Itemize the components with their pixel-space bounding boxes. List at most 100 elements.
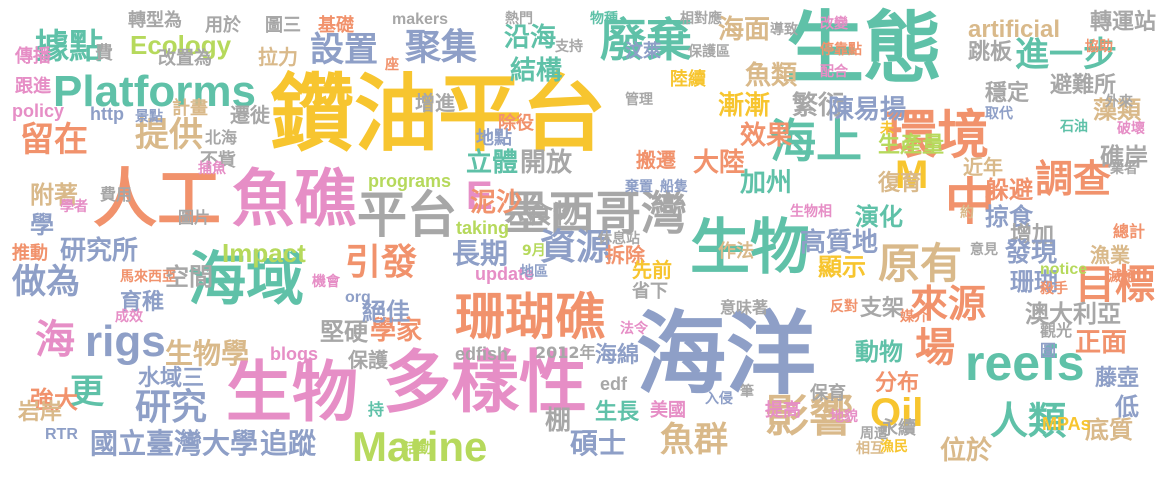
cloud-word: makers [392,11,449,28]
cloud-word: 堅硬 [320,318,368,346]
cloud-word: 強大 [30,386,78,414]
cloud-word: 活動 [404,441,432,457]
cloud-word: 未 [880,121,894,137]
cloud-word: 跳板 [968,40,1013,65]
cloud-word: 資源 [540,227,613,268]
cloud-word: 保護 [348,348,388,372]
cloud-word: 成效 [115,309,143,325]
cloud-word: 意見 [970,242,998,258]
cloud-word: 人工 [93,163,221,237]
cloud-word: 協助 [1085,39,1113,55]
cloud-word: 發現 [1005,238,1058,268]
cloud-word: 聚集 [405,27,478,68]
cloud-word: policy [12,101,65,121]
cloud-word: edfish [455,344,509,364]
cloud-word: 意味著 [720,298,769,317]
cloud-word: 海面 [718,15,771,45]
cloud-word: 鑽油平台 [270,65,607,163]
cloud-word: 漁民 [880,439,908,455]
cloud-word: 動物 [855,338,903,366]
cloud-word: 開放 [520,148,573,178]
cloud-word: 改置為 [158,48,212,69]
cloud-word: 轉型為 [128,10,182,31]
cloud-word: 保護區 [688,44,730,60]
cloud-word: 目標 [1075,262,1155,308]
cloud-word: 環境 [885,106,990,166]
cloud-word: 跟進 [15,76,51,97]
cloud-word: 設置 [310,30,378,70]
cloud-word: 墨西哥灣 [503,186,687,240]
cloud-word: 轉運站 [1090,10,1157,35]
cloud-word: 支架 [860,296,905,321]
cloud-word: Marine [352,423,488,470]
cloud-word: 場 [915,325,955,371]
cloud-word: 約 [960,205,974,221]
cloud-word: 陸續 [670,69,706,90]
cloud-word: Platforms [53,67,256,116]
cloud-word: 效果 [740,121,793,151]
cloud-word: 除役 [498,113,534,134]
cloud-word: 熱門 [505,11,533,27]
cloud-word: edf [600,374,627,394]
cloud-word: 做為 [12,262,80,302]
cloud-word: 增進 [415,91,455,115]
cloud-word: 保育 [810,383,846,404]
cloud-word: 正面 [1075,328,1128,358]
cloud-word: taking [456,218,510,238]
cloud-word: 學家 [370,316,423,346]
cloud-word: 廢棄 [600,13,692,67]
cloud-word: 魚類 [745,61,798,91]
cloud-word: 地點 [476,128,512,149]
cloud-word: 管理 [625,92,653,108]
cloud-word: 沿海 [504,23,557,53]
cloud-word: Impact [222,238,306,268]
cloud-word: 近年 [963,155,1003,179]
cloud-word: 費 [95,43,113,64]
cloud-word: 高質地 [800,228,879,258]
cloud-word: 人類 [990,399,1067,443]
cloud-word: 生態 [786,4,943,94]
cloud-word: 配合 [820,64,848,80]
cloud-word: 避難所 [1050,73,1117,98]
cloud-word: 基礎 [318,15,354,36]
cloud-word: 石油 [1060,119,1088,135]
cloud-word: 穩定 [985,81,1030,106]
cloud-word: 魚群 [660,420,728,460]
cloud-word: 相互 [856,441,884,457]
cloud-word: 位於 [940,436,993,466]
cloud-word: 傳播 [15,46,51,67]
cloud-word: 躲避 [985,176,1033,204]
cloud-word: 殺手 [1040,281,1068,297]
cloud-word: 馬來西亞 [120,269,176,285]
cloud-word: 生物 [226,354,358,431]
cloud-word: blogs [270,344,318,364]
cloud-word: 反對 [830,299,858,315]
cloud-word: 費用 [100,185,133,204]
cloud-word: 中 [945,173,995,231]
cloud-word: org [345,289,371,306]
cloud-word: 海 [35,317,75,363]
cloud-word: 加州 [740,168,793,198]
cloud-word: 研究所 [60,236,139,266]
cloud-word: 藻類 [1093,96,1141,124]
cloud-word: 滅絕 [1108,269,1136,285]
cloud-word: 大陸 [693,148,746,178]
cloud-word: 總計 [1113,222,1146,241]
cloud-word: 提高 [765,400,801,421]
cloud-word: E [466,174,493,218]
cloud-word: rigs [85,317,166,366]
cloud-word: 海上 [770,114,862,168]
cloud-word: update [475,264,535,284]
cloud-word: 分布 [875,371,920,396]
cloud-word: 改變 [820,16,848,32]
cloud-word: 棚 [545,406,572,436]
cloud-word: 汶萊 [625,41,661,62]
cloud-word: 取代 [985,106,1013,122]
cloud-word: 立體 [466,148,519,178]
cloud-word: RTR [45,426,78,443]
cloud-word: 持 [368,400,385,419]
cloud-word: 休息站 [598,231,640,247]
cloud-word: 漁業 [1090,243,1130,267]
cloud-word: programs [368,171,452,191]
cloud-word: 影響 [765,391,853,442]
